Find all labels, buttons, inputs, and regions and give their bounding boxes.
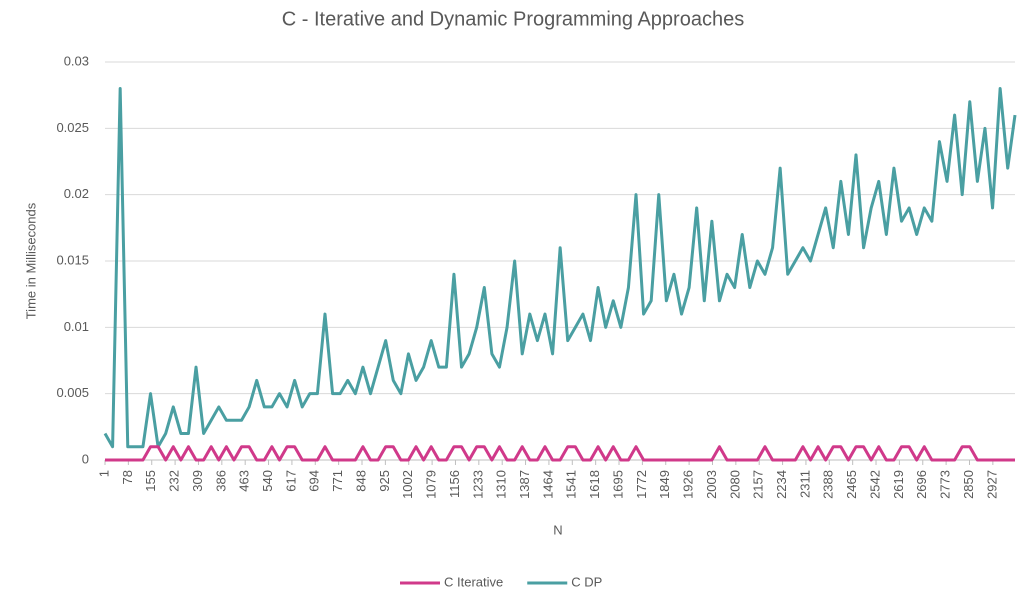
x-tick-label: 925 xyxy=(377,470,392,492)
x-tick-label: 463 xyxy=(237,470,252,492)
y-axis-label: Time in Milliseconds xyxy=(23,202,38,319)
x-axis-label: N xyxy=(553,522,562,537)
legend-label: C DP xyxy=(571,574,602,589)
y-tick-label: 0.02 xyxy=(64,186,89,201)
y-tick-label: 0.015 xyxy=(56,252,89,267)
x-tick-label: 232 xyxy=(167,470,182,492)
x-tick-label: 2465 xyxy=(844,470,859,499)
y-tick-label: 0 xyxy=(82,451,89,466)
x-tick-label: 1079 xyxy=(424,470,439,499)
x-tick-label: 2696 xyxy=(914,470,929,499)
series-line xyxy=(105,445,1015,462)
chart-title: C - Iterative and Dynamic Programming Ap… xyxy=(282,8,744,30)
x-tick-label: 2234 xyxy=(774,470,789,499)
x-tick-label: 1849 xyxy=(657,470,672,499)
x-tick-label: 1233 xyxy=(470,470,485,499)
x-tick-label: 78 xyxy=(120,470,135,484)
x-tick-label: 1002 xyxy=(400,470,415,499)
x-tick-label: 1772 xyxy=(634,470,649,499)
x-tick-label: 155 xyxy=(143,470,158,492)
x-tick-label: 2619 xyxy=(891,470,906,499)
legend-label: C Iterative xyxy=(444,574,503,589)
x-tick-label: 1387 xyxy=(517,470,532,499)
y-tick-label: 0.03 xyxy=(64,53,89,68)
x-tick-label: 1695 xyxy=(610,470,625,499)
y-tick-label: 0.025 xyxy=(56,120,89,135)
x-tick-label: 2927 xyxy=(984,470,999,499)
x-tick-label: 540 xyxy=(260,470,275,492)
series-line xyxy=(103,87,1017,449)
x-tick-label: 2542 xyxy=(867,470,882,499)
x-tick-label: 848 xyxy=(353,470,368,492)
x-tick-label: 771 xyxy=(330,470,345,492)
x-tick-label: 1926 xyxy=(681,470,696,499)
y-tick-label: 0.005 xyxy=(56,385,89,400)
x-tick-label: 386 xyxy=(213,470,228,492)
x-tick-label: 1310 xyxy=(494,470,509,499)
x-tick-label: 2157 xyxy=(751,470,766,499)
x-tick-label: 1156 xyxy=(447,470,462,498)
x-tick-label: 2080 xyxy=(727,470,742,499)
x-tick-label: 309 xyxy=(190,470,205,492)
x-tick-label: 2773 xyxy=(938,470,953,499)
x-tick-label: 1 xyxy=(96,470,111,477)
y-tick-label: 0.01 xyxy=(64,319,89,334)
x-tick-label: 617 xyxy=(283,470,298,492)
x-tick-label: 1464 xyxy=(540,470,555,499)
x-tick-label: 2388 xyxy=(821,470,836,499)
x-tick-label: 2003 xyxy=(704,470,719,499)
x-tick-label: 2850 xyxy=(961,470,976,499)
x-tick-label: 694 xyxy=(307,470,322,492)
x-tick-label: 1541 xyxy=(564,470,579,499)
x-tick-label: 1618 xyxy=(587,470,602,499)
x-tick-label: 2311 xyxy=(797,470,812,498)
